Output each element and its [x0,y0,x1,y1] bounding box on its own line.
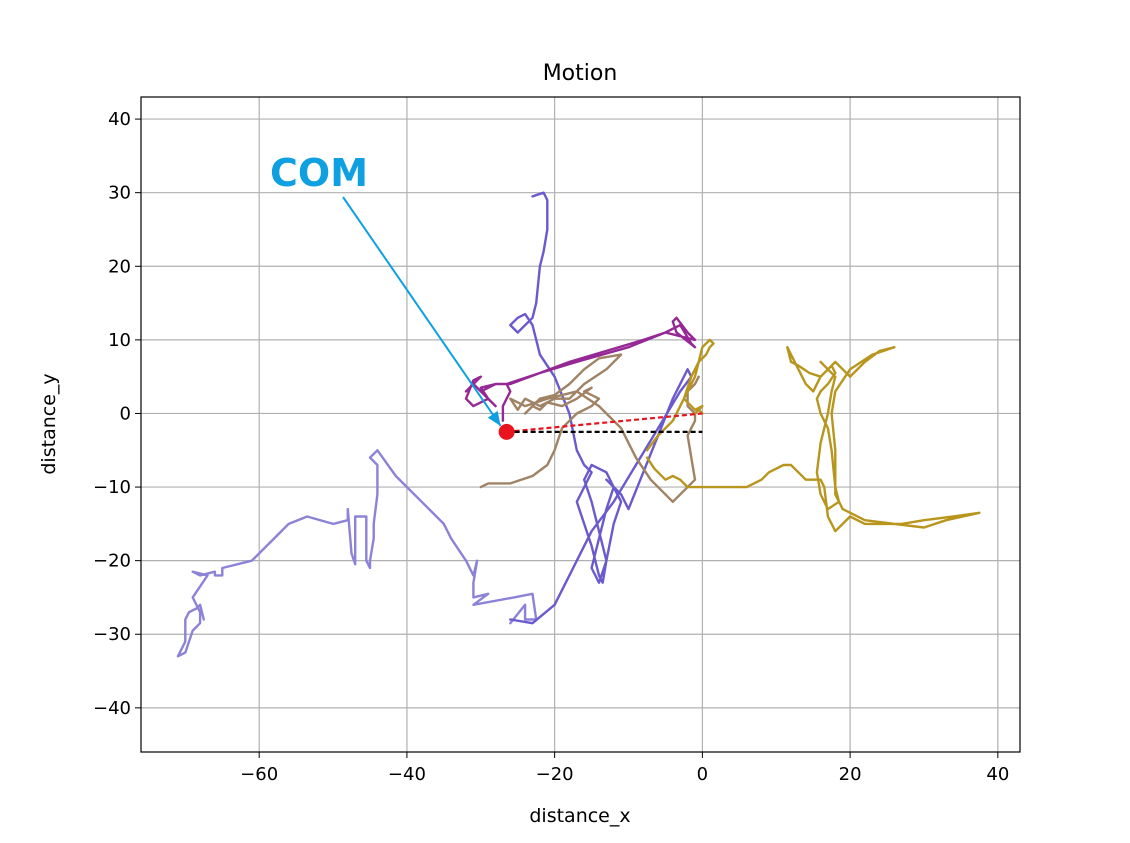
reference-lines [498,412,703,440]
y-tick-label: −30 [93,624,131,645]
x-tick-label: −20 [536,764,574,785]
y-tick-label: 40 [108,109,131,130]
com-annotation-text: COM [270,151,368,195]
x-tick-label: −40 [388,764,426,785]
series-layer [176,191,981,658]
x-axis-label: distance_x [529,805,630,827]
trajectory-line-2 [509,191,693,625]
trajectory-line-1 [176,449,538,658]
com-annotation: COM [270,151,502,427]
annotation-arrow-line [342,196,502,427]
trajectory-line-5 [645,346,981,533]
y-tick-label: 0 [120,403,131,424]
trajectory-line-3 [464,316,697,422]
y-tick-label: −20 [93,551,131,572]
x-tick-label: 20 [839,764,862,785]
trajectory-line-4 [479,353,700,503]
plot-frame [140,96,1021,753]
y-tick-label: 30 [108,183,131,204]
reference-line-1 [506,412,703,433]
trajectory-line-6 [645,338,715,452]
grid [141,97,1020,752]
y-axis-label: distance_y [38,373,60,474]
x-tick-label: 0 [697,764,708,785]
x-tick-label: 40 [986,764,1009,785]
y-tick-label: −40 [93,698,131,719]
x-tick-label: −60 [240,764,278,785]
com-point [498,423,515,440]
axis-ticks: −60 −40 −20 0 20 40 −40 −30 −20 −10 0 10 20 30 40 [93,109,1009,785]
annotation-arrow-head [487,410,501,426]
chart-title: Motion [543,61,618,86]
y-tick-label: 20 [108,256,131,277]
y-tick-label: 10 [108,330,131,351]
y-tick-label: −10 [93,477,131,498]
